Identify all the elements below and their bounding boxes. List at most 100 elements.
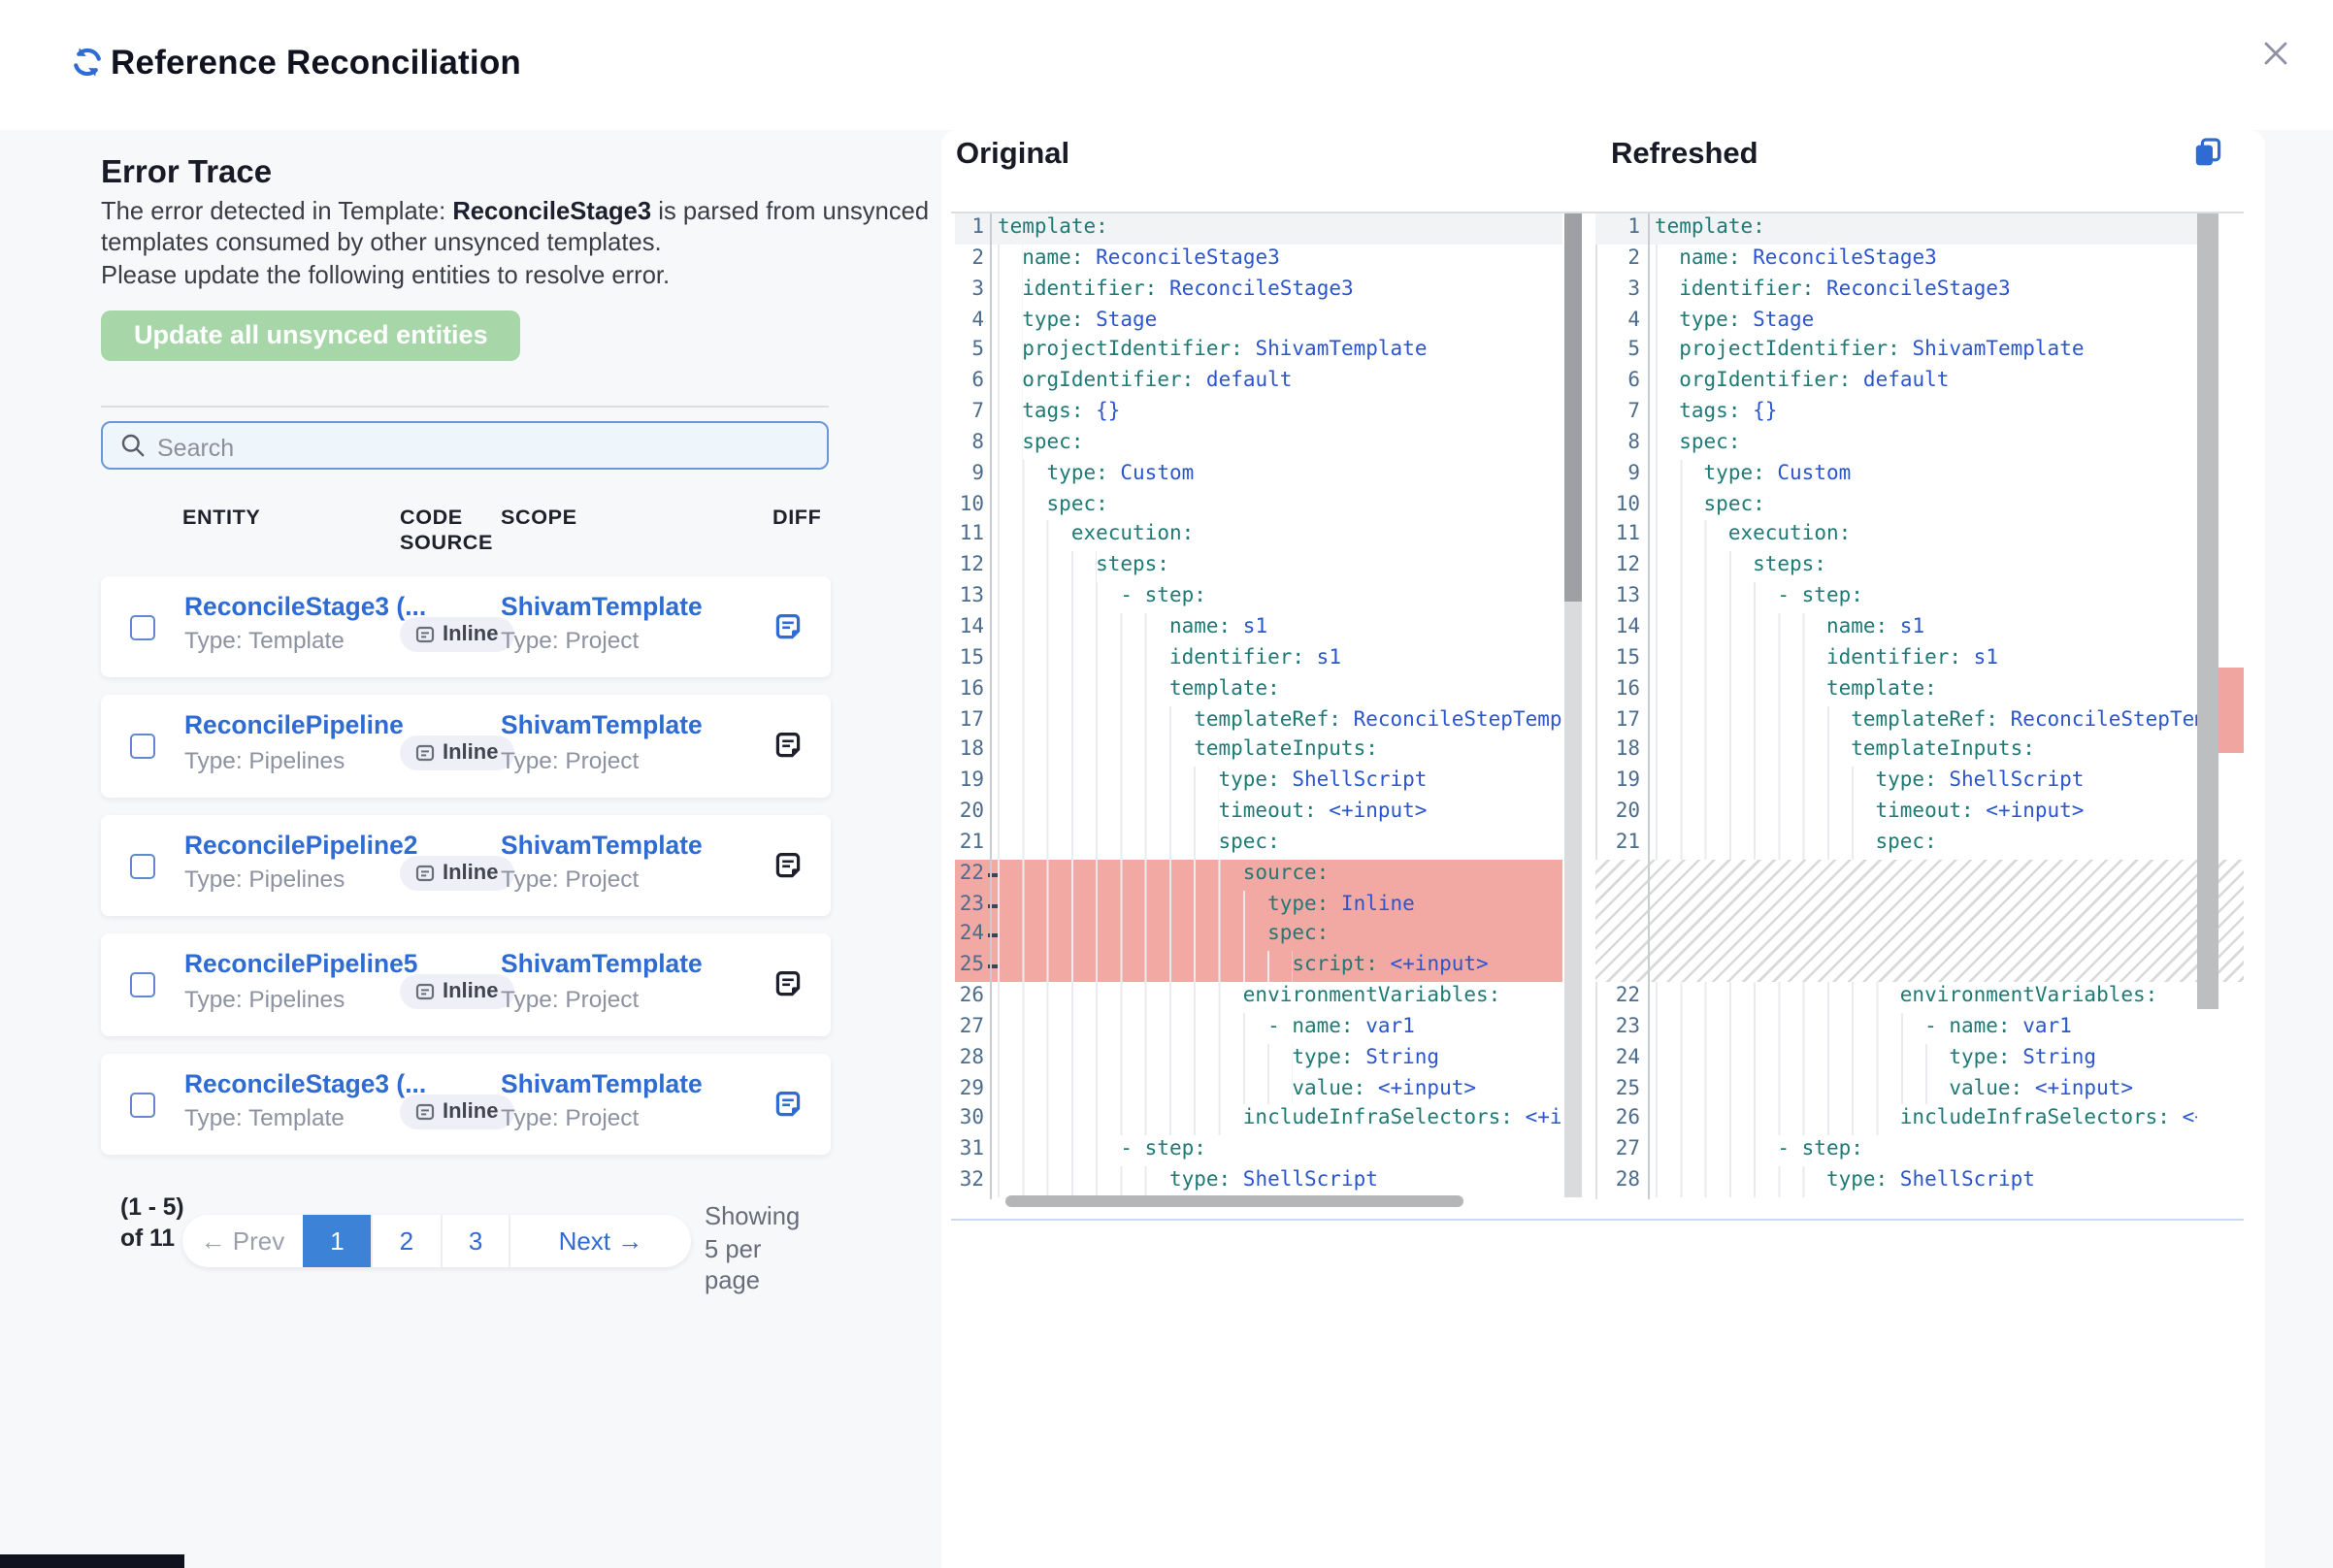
original-code-editor[interactable]: 1 template: 2 name: ReconcileStage3 3 identif… [955,213,1562,1197]
code-line: 8 spec: [955,428,1562,460]
column-header-diff: DIFF [772,506,822,530]
code-line: 19 type: ShellScript [1595,767,2196,799]
code-line: 20 timeout: <+input> [1595,798,2196,829]
document-diff-icon[interactable] [772,969,804,1000]
code-line: 10 spec: [955,490,1562,521]
refreshed-code-editor[interactable]: 1 template: 2 name: ReconcileStage3 3 identif… [1595,213,2196,1198]
code-line: 15 identifier: s1 [955,643,1562,675]
refreshed-vertical-scrollbar-thumb[interactable] [2196,213,2218,1009]
prev-page-button[interactable]: ← Prev [200,1225,285,1255]
row-checkbox[interactable] [130,1092,155,1118]
code-line: 16 template: [1595,674,2196,705]
entity-cell: ReconcilePipeline2 Type: Pipelines [184,830,418,893]
table-row[interactable]: ReconcilePipeline5 Type: Pipelines Inlin… [101,933,830,1036]
page-button-2[interactable]: 2 [371,1214,440,1266]
row-checkbox[interactable] [130,853,155,879]
scope-type: Type: Project [501,1104,640,1132]
pane-divider [1594,212,1596,1198]
entity-link[interactable]: ReconcileStage3 (... [184,1068,427,1098]
next-page-button[interactable]: Next → [509,1214,690,1266]
code-line: 2 name: ReconcileStage3 [955,244,1562,276]
code-line: 24 type: String [1595,1043,2196,1075]
code-line: 9 type: Custom [955,459,1562,491]
code-line: 9 type: Custom [1595,459,2196,491]
code-line: 14 name: s1 [1595,612,2196,644]
code-area-bottom-border [951,1218,2244,1221]
code-source-label: Inline [443,741,499,766]
code-line: 27- step: [1595,1135,2196,1167]
code-area-top-border [951,212,2244,213]
scope-type: Type: Project [501,746,640,774]
code-line: 5 projectIdentifier: ShivamTemplate [955,336,1562,368]
code-line: 22 environmentVariables: [1595,982,2196,1013]
scope-type: Type: Project [501,985,640,1013]
document-diff-icon[interactable] [772,610,804,641]
row-checkbox[interactable] [130,614,155,639]
scope-link[interactable]: ShivamTemplate [501,1068,703,1098]
table-row[interactable]: ReconcileStage3 (... Type: Template Inli… [101,1053,830,1156]
code-line: 26 environmentVariables: [955,982,1562,1013]
error-instruction: Please update the following entities to … [101,260,671,289]
scope-type: Type: Project [501,866,640,894]
code-source-badge: Inline [400,855,514,891]
scope-cell: ShivamTemplate Type: Project [501,830,714,893]
entity-link[interactable]: ReconcilePipeline [184,710,404,740]
code-line: 3 identifier: ReconcileStage3 [955,275,1562,307]
document-diff-icon[interactable] [772,730,804,761]
entity-link[interactable]: ReconcilePipeline5 [184,949,418,979]
code-line: 25 script: <+input> [955,951,1562,983]
error-description-suffix: is parsed from unsynced templates consum… [101,196,930,257]
page-button-3[interactable]: 3 [440,1214,509,1266]
inline-entity-icon [415,1103,435,1120]
original-gutter-border [989,213,991,1198]
search-box[interactable] [101,421,829,470]
scope-link[interactable]: ShivamTemplate [501,949,703,979]
original-horizontal-scrollbar-thumb[interactable] [1005,1194,1463,1207]
pagination-summary: (1 - 5) of 11 [120,1193,184,1251]
column-header-code-source: CODE SOURCE [400,506,493,555]
code-line: 31- step: [955,1135,1562,1167]
close-icon[interactable] [2263,41,2288,76]
entity-cell: ReconcilePipeline5 Type: Pipelines [184,949,418,1013]
document-diff-icon[interactable] [772,1089,804,1120]
table-row[interactable]: ReconcilePipeline2 Type: Pipelines Inlin… [101,814,830,917]
scope-cell: ShivamTemplate Type: Project [501,591,714,654]
code-source-label: Inline [443,861,499,885]
removed-line-marker [987,903,997,908]
code-line: 19 type: ShellScript [955,767,1562,799]
update-all-unsynced-button[interactable]: Update all unsynced entities [101,310,521,361]
code-line: 7 tags: {} [1595,398,2196,429]
scope-link[interactable]: ShivamTemplate [501,591,703,620]
row-checkbox[interactable] [130,734,155,760]
code-source-badge: Inline [400,974,514,1010]
document-diff-icon[interactable] [772,849,804,880]
column-header-scope: SCOPE [501,506,577,530]
entity-link[interactable]: ReconcileStage3 (... [184,591,427,620]
code-line: 24 spec: [955,920,1562,952]
refreshed-diff-overview-marker [2218,668,2243,753]
entity-type: Type: Pipelines [184,985,345,1013]
scope-link[interactable]: ShivamTemplate [501,830,703,860]
search-icon [121,434,145,457]
table-row[interactable]: ReconcileStage3 (... Type: Template Inli… [101,575,830,677]
scope-link[interactable]: ShivamTemplate [501,710,703,740]
column-header-entity: ENTITY [182,506,261,530]
code-line: 23 type: Inline [955,890,1562,921]
original-vertical-scrollbar-thumb[interactable] [1563,213,1581,602]
search-input[interactable] [153,425,802,470]
row-checkbox[interactable] [130,972,155,998]
table-row[interactable]: ReconcilePipeline Type: Pipelines Inline… [101,695,830,798]
code-line: 18 templateInputs: [1595,735,2196,768]
entity-link[interactable]: ReconcilePipeline2 [184,830,418,860]
scope-cell: ShivamTemplate Type: Project [501,710,714,773]
code-line: 7 tags: {} [955,398,1562,429]
scope-cell: ShivamTemplate Type: Project [501,950,714,1013]
page-button-1[interactable]: 1 [303,1214,372,1266]
code-line: 1 template: [1595,213,2196,245]
copy-icon[interactable] [2193,138,2222,177]
code-line: 13- step: [955,582,1562,613]
